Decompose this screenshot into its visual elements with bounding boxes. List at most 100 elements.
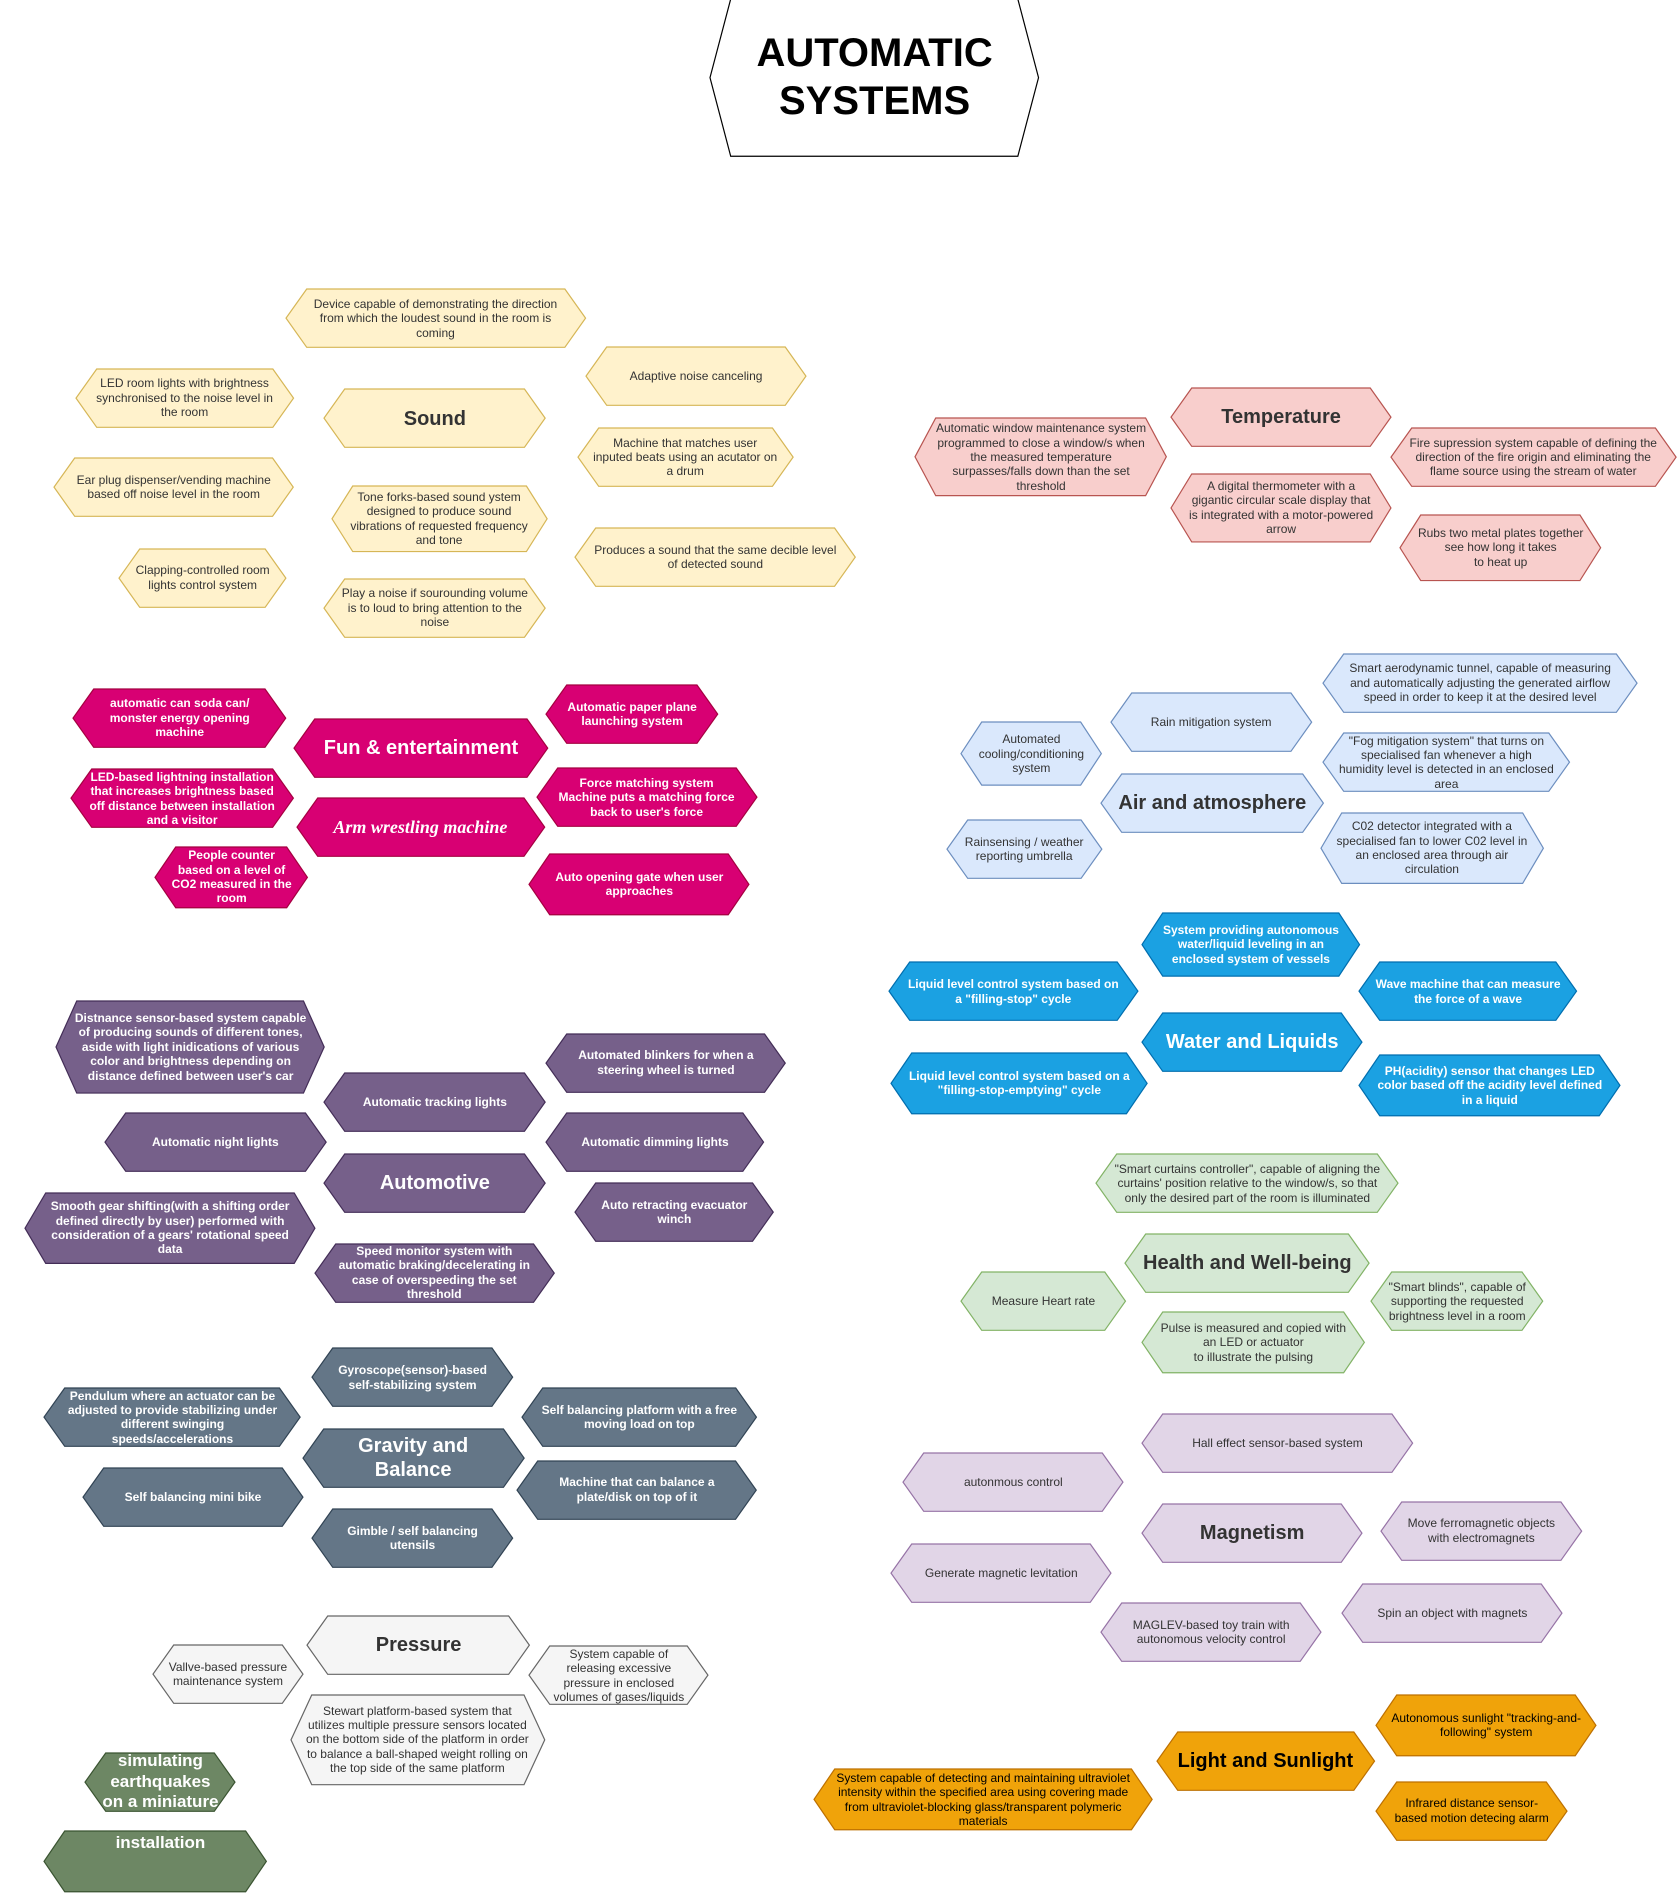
gravity-heading-node: Gravity and Balance	[301, 1428, 525, 1489]
light-item-node: Autonomous sunlight "tracking-and-follow…	[1375, 1694, 1597, 1757]
water-item-node: Wave machine that can measure the force …	[1358, 961, 1578, 1022]
temp-item-node-label: Fire supression system capable of defini…	[1409, 435, 1657, 479]
gravity-item-node: Pendulum where an actuator can be adjust…	[43, 1387, 302, 1448]
air-heading-node: Air and atmosphere	[1100, 773, 1325, 834]
pressure-item-node: System capable of releasing excessive pr…	[528, 1645, 710, 1706]
pressure-item-node-label: System capable of releasing excessive pr…	[553, 1646, 685, 1704]
fun-item-node-label: Automatic paper plane launching system	[567, 699, 697, 729]
gravity-item-node: Self balancing mini bike	[82, 1467, 304, 1527]
auto-item-node-label: Automatic dimming lights	[581, 1135, 729, 1150]
water-item-node-label: System providing autonomous water/liquid…	[1162, 922, 1339, 966]
sound-item-node-label: Device capable of demonstrating the dire…	[313, 296, 558, 340]
sound-item-node: Clapping-controlled room lights control …	[118, 548, 287, 608]
sound-item-node-label: Clapping-controlled room lights control …	[135, 563, 270, 592]
sound-item-node: Device capable of demonstrating the dire…	[284, 288, 587, 349]
health-heading-node: Health and Well-being	[1124, 1233, 1371, 1293]
water-item-node-label: Wave machine that can measure the force …	[1375, 977, 1561, 1006]
light-item-node-label: Autonomous sunlight "tracking-and-follow…	[1391, 1710, 1582, 1740]
air-item-node: Rainsensing / weather reporting umbrella	[946, 819, 1103, 880]
light-heading-node: Light and Sunlight	[1155, 1731, 1376, 1791]
air-item-node: Rain mitigation system	[1110, 692, 1313, 753]
main-title: AUTOMATIC SYSTEMS	[709, 0, 1040, 157]
mech-item-node-label: Machine capable of simulating earthquake…	[102, 1710, 219, 1852]
water-item-node-label: PH(acidity) sensor that changes LED colo…	[1377, 1064, 1603, 1107]
air-item-node-label: Automated cooling/conditioning system	[978, 732, 1085, 776]
main-title-label: AUTOMATIC SYSTEMS	[756, 31, 993, 124]
health-heading-node-label: Health and Well-being	[1143, 1252, 1352, 1275]
magnet-item-node: Move ferromagnetic objects with electrom…	[1380, 1501, 1583, 1561]
sound-item-node-label: Play a noise if sourounding volume is to…	[341, 586, 528, 630]
gravity-item-node: Gyroscope(sensor)-based self-stabilizing…	[311, 1347, 514, 1408]
health-item-node-label: Pulse is measured and copied with an LED…	[1160, 1321, 1347, 1364]
sound-item-node-label: Tone forks-based sound ystem designed to…	[350, 489, 528, 548]
water-heading-node-label: Water and Liquids	[1165, 1031, 1339, 1054]
temp-item-node-label: Automatic window maintenance system prog…	[936, 421, 1147, 493]
water-item-node: System providing autonomous water/liquid…	[1141, 912, 1361, 977]
sound-item-node: Adaptive noise canceling	[585, 346, 807, 407]
auto-item-node: Auto retracting evacuator winch	[574, 1182, 775, 1243]
fun-item-node: Force matching system Machine puts a mat…	[535, 767, 758, 828]
magnet-item-node-label: autonmous control	[963, 1475, 1063, 1490]
air-item-node: Smart aerodynamic tunnel, capable of mea…	[1322, 653, 1638, 713]
fun-heading-node: Fun & entertainment	[293, 718, 549, 778]
pressure-item-node-label: Vallve-based pressure maintenance system	[168, 1659, 288, 1689]
water-item-node-label: Liquid level control system based on a "…	[908, 1068, 1130, 1098]
temp-item-node: Rubs two metal plates together see how l…	[1399, 514, 1602, 582]
light-item-node-label: System capable of detecting and maintain…	[836, 1771, 1130, 1829]
air-item-node-label: C02 detector integrated with a specialis…	[1336, 819, 1528, 877]
gravity-item-node-label: Gimble / self balancing utensils	[347, 1523, 478, 1553]
health-item-node: Pulse is measured and copied with an LED…	[1141, 1311, 1366, 1374]
magnet-item-node-label: Spin an object with magnets	[1377, 1605, 1528, 1620]
light-heading-node-label: Light and Sunlight	[1177, 1750, 1354, 1773]
sound-item-node: Play a noise if sourounding volume is to…	[323, 578, 547, 638]
gravity-item-node-label: Self balancing platform with a free movi…	[541, 1403, 738, 1432]
health-item-node-label: Measure Heart rate	[991, 1294, 1096, 1309]
auto-item-node-label: Smooth gear shifting(with a shifting ord…	[50, 1199, 290, 1257]
fun-item-node: LED-based lightning installation that in…	[70, 768, 295, 829]
mech-item-node: Machine capable of simulating earthquake…	[84, 1710, 237, 1852]
gravity-item-node: Gimble / self balancing utensils	[311, 1508, 514, 1568]
fun-item-node-label: automatic can soda can/ monster energy o…	[109, 696, 250, 739]
health-item-node-label: "Smart curtains controller", capable of …	[1114, 1161, 1380, 1205]
health-item-node-label: "Smart blinds", capable of supporting th…	[1388, 1280, 1526, 1323]
fun-item-node: automatic can soda can/ monster energy o…	[72, 687, 287, 748]
auto-heading-node: Automotive	[323, 1153, 547, 1214]
auto-item-node: Automatic night lights	[103, 1112, 327, 1173]
pressure-item-node: Stewart platform-based system that utili…	[289, 1694, 546, 1786]
water-item-node-label: Liquid level control system based on a "…	[907, 977, 1119, 1006]
auto-item-node-label: Automatic night lights	[151, 1135, 279, 1150]
magnet-item-node-label: MAGLEV-based toy train with autonomous v…	[1132, 1617, 1290, 1647]
sound-item-node: Produces a sound that the same decible l…	[574, 527, 857, 588]
gravity-item-node-label: Self balancing mini bike	[124, 1489, 262, 1504]
air-item-node-label: Smart aerodynamic tunnel, capable of mea…	[1349, 661, 1611, 704]
magnet-item-node: MAGLEV-based toy train with autonomous v…	[1100, 1602, 1322, 1662]
sound-item-node: Tone forks-based sound ystem designed to…	[330, 485, 548, 553]
auto-item-node-label: Distnance sensor-based system capable of…	[74, 1011, 307, 1083]
water-item-node: Liquid level control system based on a "…	[888, 961, 1139, 1022]
fun-item-node-label: LED-based lightning installation that in…	[89, 769, 275, 827]
air-item-node-label: Rainsensing / weather reporting umbrella	[964, 834, 1084, 864]
air-heading-node-label: Air and atmosphere	[1118, 792, 1307, 815]
health-item-node: "Smart blinds", capable of supporting th…	[1370, 1271, 1544, 1332]
fun-item-node-label: Force matching system Machine puts a mat…	[558, 775, 735, 819]
auto-item-node: Automated blinkers for when a steering w…	[545, 1033, 787, 1093]
gravity-item-node-label: Machine that can balance a plate/disk on…	[559, 1475, 715, 1504]
magnet-item-node: autonmous control	[902, 1452, 1125, 1513]
auto-item-node-label: Speed monitor system with automatic brak…	[338, 1243, 530, 1302]
light-item-node-label: Infrared distance sensor-based motion de…	[1394, 1796, 1549, 1825]
sound-item-node-label: Produces a sound that the same decible l…	[594, 542, 837, 572]
sound-item-node-label: LED room lights with brightness synchron…	[96, 376, 273, 420]
auto-heading-node-label: Automotive	[379, 1172, 490, 1195]
pressure-item-node-label: Stewart platform-based system that utili…	[305, 1703, 529, 1776]
auto-item-node-label: Automatic tracking lights	[362, 1095, 507, 1110]
fun-item-node: Auto opening gate when user approaches	[528, 853, 751, 916]
sound-item-node-label: Adaptive noise canceling	[629, 369, 763, 384]
gravity-heading-node-label: Gravity and Balance	[358, 1435, 469, 1482]
magnet-item-node: Spin an object with magnets	[1341, 1583, 1564, 1643]
air-item-node: "Fog mitigation system" that turns on sp…	[1322, 732, 1571, 793]
gravity-item-node-label: Gyroscope(sensor)-based self-stabilizing…	[338, 1363, 487, 1392]
fun-item-node-label: People counter based on a level of CO2 m…	[171, 848, 292, 906]
fun-item-node: Arm wrestling machine	[295, 797, 546, 858]
water-item-node: PH(acidity) sensor that changes LED colo…	[1358, 1054, 1621, 1117]
magnet-item-node-label: Generate magnetic levitation	[924, 1565, 1078, 1580]
